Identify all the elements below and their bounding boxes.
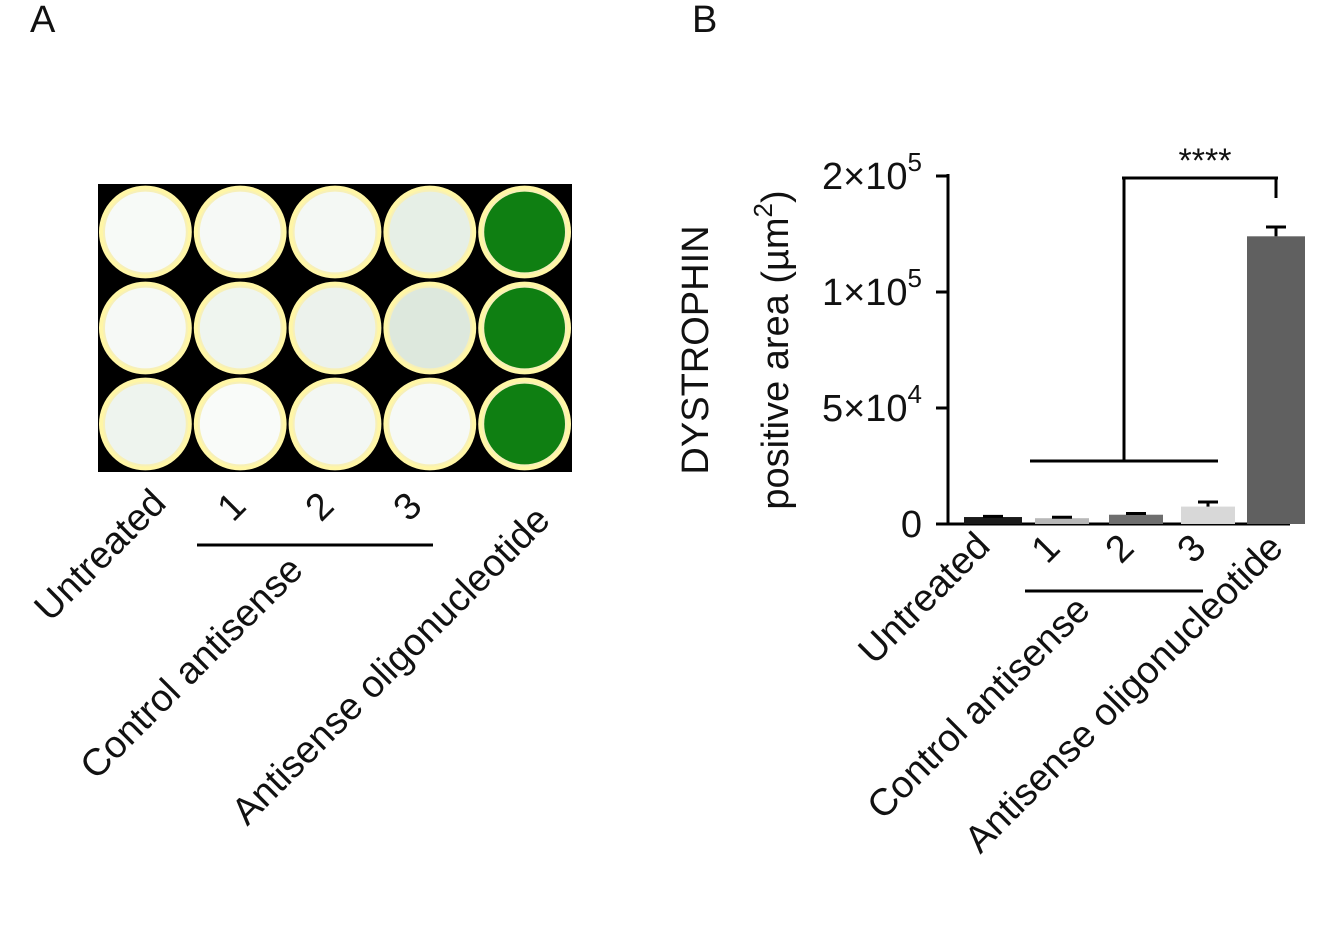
well bbox=[389, 287, 471, 369]
well-plate bbox=[98, 184, 572, 472]
y-axis-title: DYSTROPHIN positive area (µm2) bbox=[675, 190, 797, 509]
label-b-untreated: Untreated bbox=[851, 525, 999, 673]
well-grid bbox=[98, 185, 571, 471]
y-tick-label: 0 bbox=[901, 504, 922, 546]
bars bbox=[964, 225, 1305, 524]
well bbox=[104, 383, 186, 465]
label-untreated: Untreated bbox=[27, 482, 175, 630]
well bbox=[199, 191, 281, 273]
label-control-number-3: 3 bbox=[386, 485, 431, 530]
well bbox=[294, 191, 376, 273]
panel-b-xlabels: Untreated 1 2 3 Control antisense Antise… bbox=[851, 525, 1292, 861]
significance-stars: **** bbox=[1179, 142, 1232, 180]
y-tick-label: 2×105 bbox=[822, 147, 922, 198]
label-b-control-number-2: 2 bbox=[1098, 527, 1143, 572]
well bbox=[199, 383, 281, 465]
well bbox=[484, 287, 565, 369]
bar bbox=[964, 517, 1022, 524]
well bbox=[104, 191, 186, 273]
y-axis-title-line2: positive area (µm2) bbox=[748, 190, 797, 509]
bar bbox=[1247, 236, 1305, 524]
well bbox=[294, 287, 376, 369]
well bbox=[199, 287, 281, 369]
panel-a-label: A bbox=[30, 0, 56, 41]
well bbox=[389, 383, 471, 465]
well bbox=[104, 287, 186, 369]
label-control-number-2: 2 bbox=[298, 485, 343, 530]
y-tick-label: 1×105 bbox=[822, 263, 922, 314]
bar bbox=[1035, 518, 1089, 524]
well bbox=[484, 191, 565, 273]
y-tick-label: 5×104 bbox=[822, 379, 922, 430]
label-antisense-oligonucleotide: Antisense oligonucleotide bbox=[224, 499, 558, 833]
label-control-number-1: 1 bbox=[210, 485, 255, 530]
panel-a-xlabels: Untreated 1 2 3 Control antisense Antise… bbox=[27, 482, 559, 833]
label-b-control-number-3: 3 bbox=[1170, 527, 1215, 572]
well bbox=[294, 383, 376, 465]
y-axis-title-line1: DYSTROPHIN bbox=[675, 225, 717, 474]
well bbox=[389, 191, 471, 273]
label-b-control-number-1: 1 bbox=[1024, 527, 1069, 572]
panel-b-label: B bbox=[692, 0, 717, 41]
well bbox=[484, 383, 565, 465]
significance-bracket bbox=[1030, 176, 1278, 463]
y-ticks: 0 5×104 1×105 2×105 bbox=[822, 147, 948, 546]
bar bbox=[1109, 514, 1163, 524]
bar bbox=[1181, 506, 1235, 524]
